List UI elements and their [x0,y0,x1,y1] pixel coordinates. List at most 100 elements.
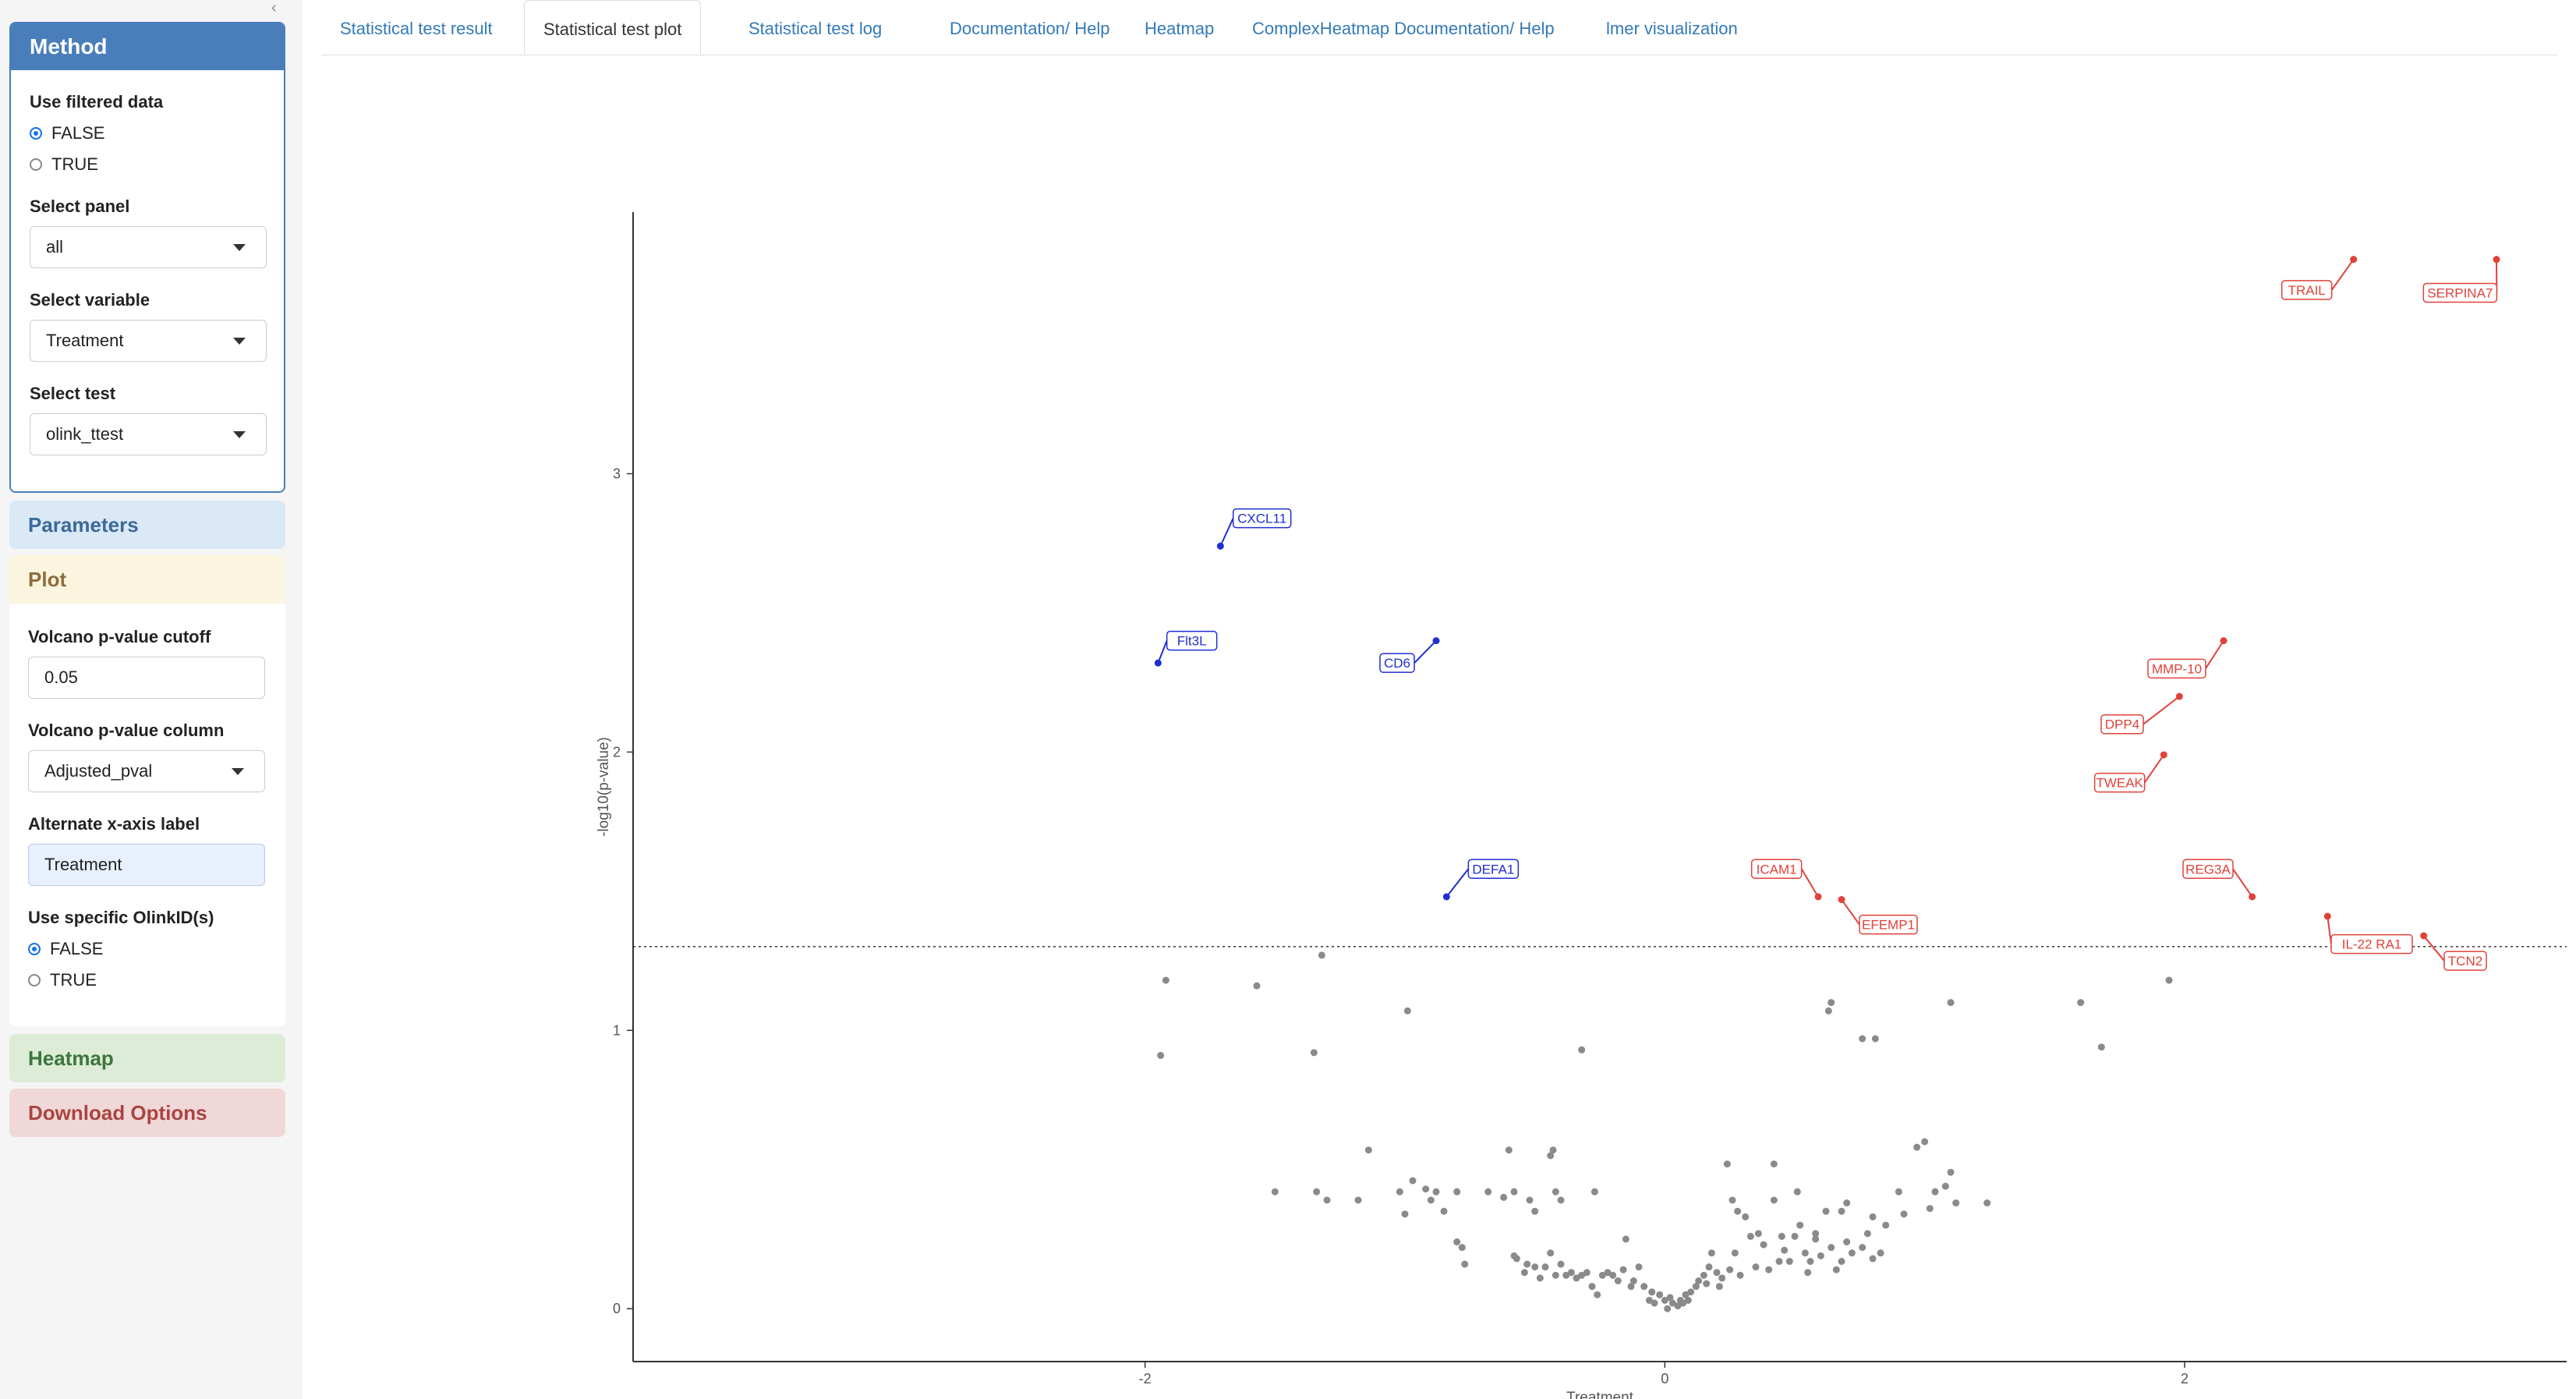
tab-lmer-visualization[interactable]: lmer visualization [1606,19,1738,38]
y-tick-label: 2 [613,744,621,760]
gene-label-box [1750,859,1803,880]
data-point [2097,1043,2105,1051]
data-point [1557,1260,1565,1268]
gene-label: IL-22 RA1 [2330,933,2413,955]
gene-label-text: CXCL11 [1237,512,1286,526]
data-point [1877,1249,1884,1257]
data-point [1614,1277,1622,1284]
data-point [1713,1269,1721,1277]
label-connector [2143,754,2165,784]
use-olinkid-true-radio[interactable]: TRUE [28,970,97,990]
gene-label-box [2093,772,2146,793]
select-variable-dropdown[interactable]: Treatment [30,320,267,362]
data-point [1869,1213,1877,1220]
alternate-xaxis-input[interactable]: Treatment [28,844,265,886]
label-connector [1414,639,1437,664]
gene-label-box [2330,933,2413,955]
data-point [1781,1246,1789,1254]
data-point [1736,1271,1744,1279]
gene-label-text: ICAM1 [1757,862,1797,877]
gene-label-box [2281,280,2333,300]
data-point [1409,1177,1417,1185]
x-tick-label: 0 [1661,1371,1668,1387]
data-point [1871,1035,1879,1043]
alternate-xaxis-label: Alternate x-axis label [28,814,200,834]
data-point [1785,1258,1793,1266]
data-point [1695,1277,1703,1284]
radio-selected-icon[interactable] [28,943,41,955]
gene-label-text: SERPINA7 [2427,286,2493,301]
data-point [1900,1210,1908,1218]
highlighted-data-point [2175,692,2183,700]
download-options-panel-header[interactable]: Download Options [9,1089,285,1137]
data-point [1692,1283,1700,1291]
highlighted-data-point [1432,637,1440,645]
tab-statistical-test-result[interactable]: Statistical test result [340,19,493,38]
data-point [1983,1199,1991,1207]
axis-ticks: -2 0 2 0 1 2 3 [613,466,2189,1387]
caret-down-icon [233,244,246,251]
data-point [1806,1258,1814,1266]
data-point [1627,1283,1635,1291]
method-panel-header[interactable]: Method [11,23,284,70]
data-point [1313,1188,1321,1195]
tab-complexheatmap-documentation[interactable]: ComplexHeatmap Documentation/ Help [1252,19,1555,38]
data-point [1796,1221,1804,1229]
tab-documentation-help[interactable]: Documentation/ Help [950,19,1110,38]
plot-axes [632,212,2567,1362]
data-point [1271,1188,1279,1195]
gene-label: CD6 [1379,653,1415,673]
data-point [1682,1291,1690,1298]
data-point [1895,1188,1902,1195]
gene-label-text: TRAIL [2288,283,2326,298]
radio-label: FALSE [50,939,104,958]
use-filtered-false-radio[interactable]: FALSE [30,123,104,143]
tab-heatmap[interactable]: Heatmap [1145,19,1215,38]
data-point [1760,1241,1767,1248]
volcano-pcolumn-label: Volcano p-value column [28,721,225,740]
y-axis-title: -log10(p-value) [596,737,612,837]
data-point [1635,1263,1643,1271]
volcano-cutoff-input[interactable]: 0.05 [28,657,265,699]
radio-label: FALSE [51,123,105,143]
data-point [1952,1199,1960,1207]
use-filtered-true-radio[interactable]: TRUE [30,154,98,175]
tab-bar: Statistical test result Statistical test… [321,0,2557,55]
data-point [1726,1266,1734,1273]
data-point [1609,1271,1617,1279]
data-point [1661,1296,1668,1304]
volcano-pcolumn-dropdown[interactable]: Adjusted_pval [28,750,265,792]
collapse-sidebar-icon[interactable]: ‹ [271,0,277,16]
radio-unselected-icon[interactable] [28,974,41,986]
gene-label-text: TWEAK [2096,776,2143,791]
heatmap-panel-header[interactable]: Heatmap [9,1034,285,1082]
label-connector [1800,868,1819,898]
plot-panel-header[interactable]: Plot [9,555,285,604]
gene-label-box [1232,508,1292,529]
use-filtered-data-label: Use filtered data [30,92,164,112]
data-points [1157,951,2173,1312]
select-test-dropdown[interactable]: olink_ttest [30,413,267,455]
data-point [1838,1207,1845,1215]
sidebar: ‹ Method Use filtered data FALSE TRUE Se… [0,0,303,1399]
tab-statistical-test-plot[interactable]: Statistical test plot [524,0,702,55]
gene-label-text: EFEMP1 [1862,918,1915,933]
label-connector [2330,259,2355,291]
radio-label: TRUE [50,970,97,990]
data-point [1824,1007,1832,1015]
data-point [1578,1046,1586,1054]
data-point [1505,1146,1513,1154]
use-olinkid-false-radio[interactable]: FALSE [28,939,103,959]
parameters-panel-header[interactable]: Parameters [9,501,285,549]
select-variable-value: Treatment [46,331,124,350]
gene-label: Flt3L [1166,630,1218,651]
radio-label: TRUE [51,154,98,174]
highlighted-data-point [1154,659,1162,667]
radio-selected-icon[interactable] [30,127,42,140]
gene-label-text: MMP-10 [2152,661,2202,676]
select-panel-dropdown[interactable]: all [30,226,267,268]
tab-statistical-test-log[interactable]: Statistical test log [748,19,883,38]
gene-label-box [1379,653,1415,673]
radio-unselected-icon[interactable] [30,158,42,171]
